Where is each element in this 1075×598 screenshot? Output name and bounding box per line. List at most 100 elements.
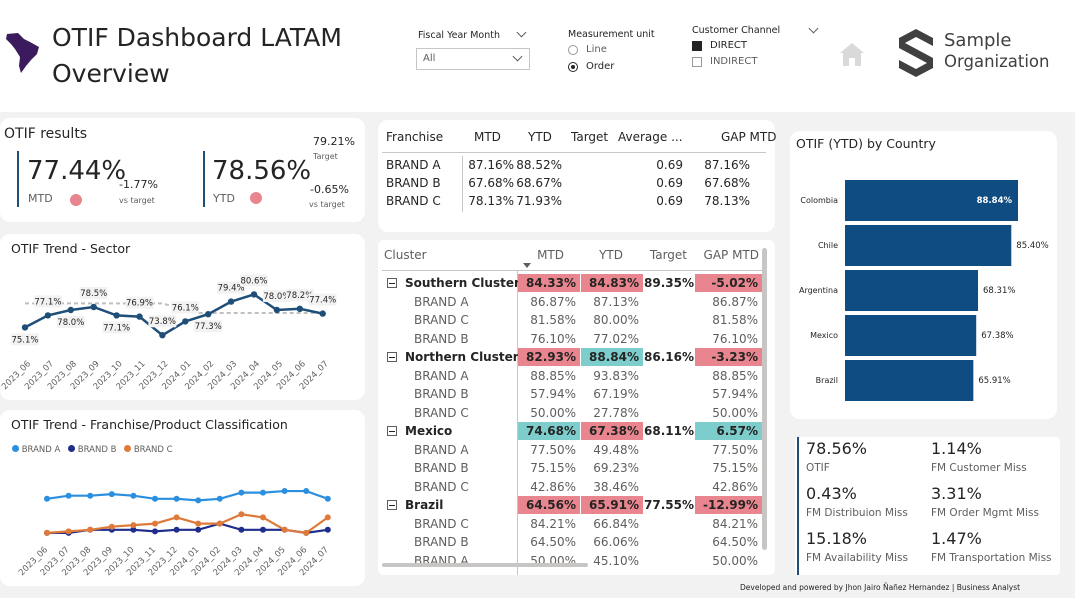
home-icon[interactable] bbox=[838, 40, 866, 68]
franchise-row-name: BRAND A bbox=[386, 158, 441, 172]
sector-label-bg bbox=[240, 274, 268, 287]
cluster-table-vscrollbar[interactable] bbox=[762, 248, 767, 550]
franchise-point bbox=[260, 514, 266, 521]
franchise-point bbox=[238, 489, 245, 496]
channel-check-direct[interactable] bbox=[692, 41, 702, 51]
country-category-label: Mexico bbox=[810, 331, 838, 340]
cluster-table-hscrollbar[interactable] bbox=[382, 563, 588, 567]
channel-check-indirect[interactable] bbox=[692, 57, 702, 67]
cluster-cell-mtd: 86.87% bbox=[530, 294, 576, 309]
cluster-cell-target bbox=[644, 330, 694, 348]
country-category-label: Argentina bbox=[799, 286, 838, 295]
cluster-cell-gap: -5.02% bbox=[695, 274, 762, 292]
cluster-group-name[interactable]: Mexico bbox=[405, 424, 453, 438]
sector-label-bg bbox=[79, 287, 108, 299]
franchise-header-5[interactable]: GAP MTD bbox=[721, 130, 777, 144]
franchise-cell-gap: 78.13% bbox=[704, 194, 750, 208]
sector-trend-card: OTIF Trend - Sector 75.1% 77.1% 78.0% 78.5%… bbox=[0, 234, 365, 400]
measure-radio-order[interactable] bbox=[568, 62, 578, 72]
franchise-point bbox=[44, 529, 50, 536]
cluster-group-name[interactable]: Brazil bbox=[405, 498, 444, 512]
cluster-cell-gap: -12.99% bbox=[695, 496, 762, 514]
sector-point bbox=[44, 312, 52, 319]
target-value: 79.21% bbox=[313, 135, 355, 148]
cluster-cell-ytd: 65.91% bbox=[581, 496, 643, 514]
collapse-group-icon[interactable] bbox=[387, 278, 397, 288]
franchise-cell-mtd: 67.68% bbox=[468, 176, 514, 190]
franchise-trend-chart: 2023_062023_072023_082023_092023_102023_… bbox=[17, 488, 331, 578]
franchise-header-4[interactable]: Average ... bbox=[618, 130, 683, 144]
franchise-cell-mtd: 87.16% bbox=[468, 158, 514, 172]
fiscal-dropdown[interactable]: All bbox=[416, 48, 530, 70]
measure-option-line: Line bbox=[586, 44, 607, 55]
kpi-label: OTIF bbox=[806, 462, 830, 474]
cluster-cell-gap: 77.50% bbox=[712, 442, 758, 457]
cluster-header-1[interactable]: MTD bbox=[537, 248, 564, 262]
franchise-table: Franchise MTD YTD Target Average ... GAP MTD B… bbox=[378, 120, 777, 232]
cluster-cell-ytd: 38.46% bbox=[593, 479, 639, 494]
fiscal-dropdown-value: All bbox=[423, 53, 436, 64]
cluster-table: Cluster MTD YTD Target GAP MTD Southern Clust… bbox=[378, 240, 775, 575]
cluster-header-0[interactable]: Cluster bbox=[384, 248, 427, 262]
franchise-header-1[interactable]: MTD bbox=[474, 130, 501, 144]
cluster-cell-target bbox=[644, 459, 694, 477]
cluster-cell-gap: 84.21% bbox=[712, 516, 758, 531]
franchise-point bbox=[281, 488, 288, 495]
sort-desc-icon[interactable] bbox=[523, 263, 531, 268]
franchise-header-0[interactable]: Franchise bbox=[386, 130, 444, 144]
country-bar bbox=[845, 270, 979, 311]
cluster-group-name[interactable]: Southern Cluster bbox=[405, 276, 520, 290]
kpi-label: FM Order Mgmt Miss bbox=[931, 507, 1039, 519]
cluster-cell-mtd: 74.68% bbox=[518, 422, 580, 440]
cluster-group-name[interactable]: Northern Cluster bbox=[405, 350, 519, 364]
franchise-cell-avg: 0.69 bbox=[656, 176, 683, 190]
franchise-point bbox=[260, 526, 266, 533]
cluster-cell-mtd: 50.00% bbox=[530, 405, 576, 420]
fiscal-slicer-title: Fiscal Year Month bbox=[418, 30, 500, 41]
sector-point bbox=[319, 310, 326, 317]
cluster-cell-gap: 50.00% bbox=[712, 553, 758, 568]
sector-label-bg bbox=[262, 290, 291, 302]
ytd-label: YTD bbox=[213, 192, 235, 205]
kpi-label: FM Transportation Miss bbox=[931, 552, 1052, 564]
organization-name-line2: Organization bbox=[944, 52, 1050, 71]
country-category-label: Brazil bbox=[816, 376, 838, 385]
country-value-label: 68.31% bbox=[983, 286, 1015, 296]
sector-data-label: 76.1% bbox=[172, 303, 199, 313]
cluster-cell-mtd: 64.50% bbox=[530, 535, 576, 549]
sector-point bbox=[250, 291, 258, 298]
collapse-group-icon[interactable] bbox=[387, 500, 397, 510]
cluster-header-3[interactable]: Target bbox=[649, 248, 687, 262]
collapse-minus-glyph bbox=[389, 356, 395, 358]
franchise-row-name: BRAND C bbox=[386, 194, 441, 208]
franchise-point bbox=[130, 526, 137, 533]
cluster-header-4[interactable]: GAP MTD bbox=[703, 248, 759, 262]
cluster-cell-target: 77.55% bbox=[644, 498, 694, 512]
cluster-header-2[interactable]: YTD bbox=[599, 248, 623, 262]
franchise-header-2[interactable]: YTD bbox=[528, 130, 552, 144]
franchise-cell-gap: 87.16% bbox=[704, 158, 750, 172]
franchise-cell-mtd: 78.13% bbox=[468, 194, 514, 208]
sector-data-label: 78.0% bbox=[263, 292, 290, 302]
country-bar-chart: Colombia 88.84% Chile 85.40% Argentina 68.31%… bbox=[799, 180, 1049, 401]
cluster-cell-ytd: 67.38% bbox=[581, 422, 643, 440]
sector-point bbox=[227, 298, 235, 305]
franchise-point bbox=[238, 526, 245, 533]
franchise-point bbox=[87, 492, 94, 499]
franchise-table-card bbox=[378, 120, 775, 232]
collapse-group-icon[interactable] bbox=[387, 426, 397, 436]
franchise-point bbox=[173, 526, 180, 533]
target-label: Target bbox=[313, 152, 338, 161]
franchise-point bbox=[195, 526, 202, 533]
cluster-cell-ytd: 77.02% bbox=[593, 331, 639, 346]
sector-point bbox=[205, 311, 212, 318]
cluster-cell-ytd: 87.13% bbox=[593, 294, 639, 309]
franchise-header-3[interactable]: Target bbox=[571, 130, 609, 144]
country-value-label: 88.84% bbox=[977, 196, 1013, 206]
measure-option-order: Order bbox=[586, 61, 615, 72]
sector-label-bg bbox=[102, 321, 131, 334]
collapse-group-icon[interactable] bbox=[387, 352, 397, 362]
country-value-label: 67.38% bbox=[981, 331, 1013, 341]
measure-radio-line[interactable] bbox=[568, 45, 578, 55]
sector-point bbox=[21, 324, 29, 331]
